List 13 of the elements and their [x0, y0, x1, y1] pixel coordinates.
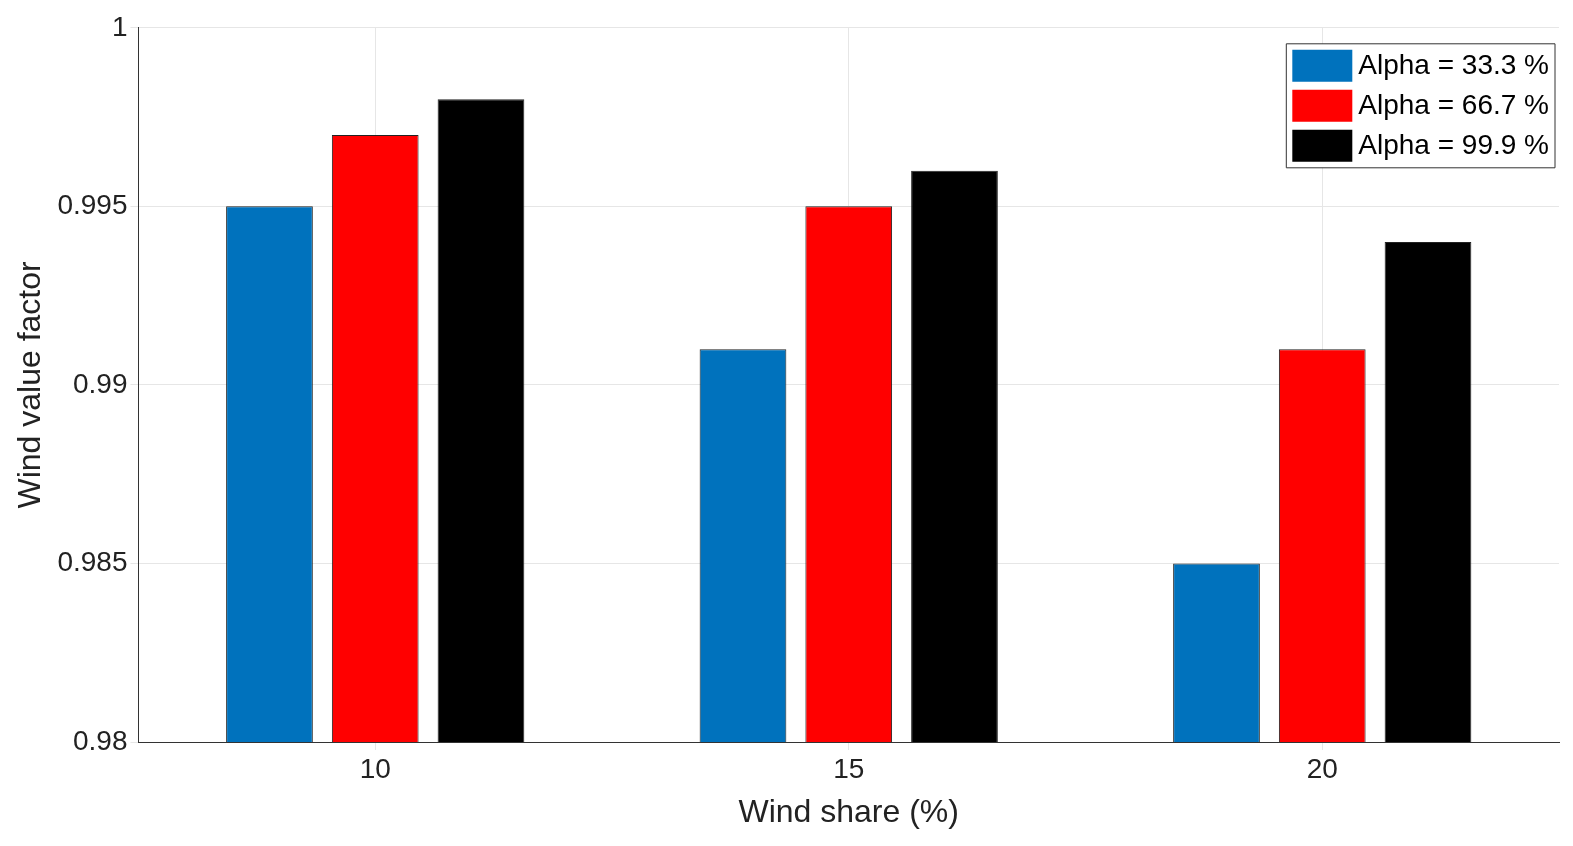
- y-tick-label: 0.99: [72, 367, 128, 399]
- y-axis-title: Wind value factor: [11, 260, 48, 509]
- y-tick-label: 1: [111, 10, 128, 42]
- legend-label: Alpha = 66.7 %: [1358, 88, 1550, 120]
- legend-label: Alpha = 33.3 %: [1358, 48, 1550, 80]
- x-tick-label: 10: [359, 752, 391, 784]
- y-tick-label: 0.985: [57, 546, 128, 578]
- y-tick-label: 0.995: [57, 189, 128, 221]
- y-tick-label: 0.98: [72, 724, 128, 756]
- x-tick-label: 15: [833, 752, 865, 784]
- legend-label: Alpha = 99.9 %: [1358, 128, 1550, 160]
- x-axis-title: Wind share (%): [738, 792, 959, 829]
- x-tick-label: 20: [1306, 752, 1338, 784]
